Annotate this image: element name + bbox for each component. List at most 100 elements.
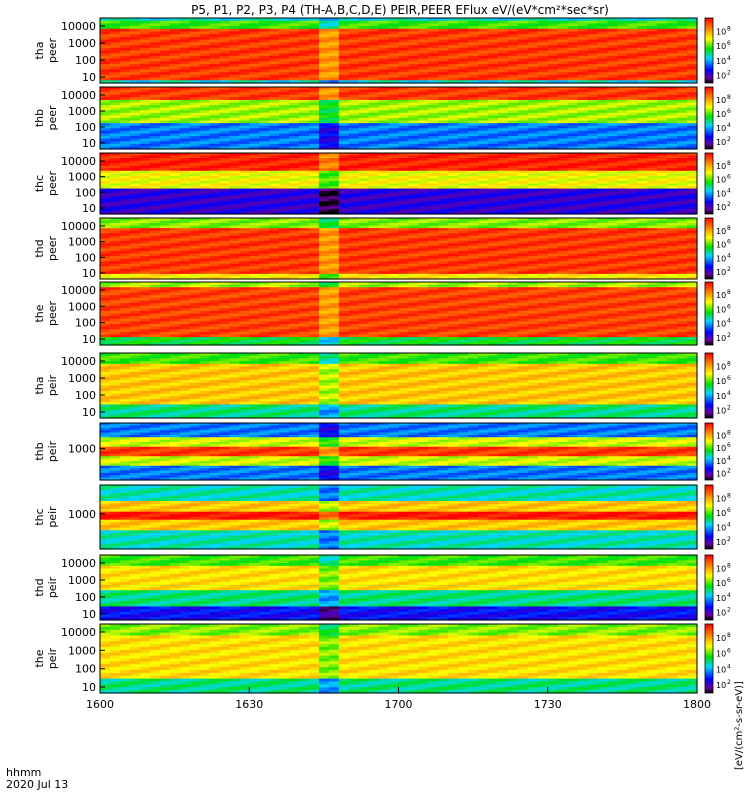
spectrogram-cell	[567, 50, 579, 54]
spectrogram-cell	[408, 55, 419, 60]
spectrogram-cell	[139, 61, 151, 65]
spectrogram-cell	[677, 89, 688, 93]
spectrogram-cell	[627, 97, 638, 101]
spectrogram-cell	[209, 153, 220, 157]
spectrogram-cell	[507, 123, 519, 127]
spectrogram-cell	[189, 120, 201, 124]
spectrogram-cell	[587, 165, 599, 169]
spectrogram-cell	[249, 168, 260, 172]
spectrogram-cell	[448, 146, 459, 150]
spectrogram-cell	[199, 72, 211, 76]
spectrogram-cell	[209, 102, 220, 106]
spectrogram-cell	[478, 47, 489, 52]
spectrogram-cell	[100, 69, 111, 73]
spectrogram-cell	[537, 102, 549, 106]
spectrogram-cell	[567, 163, 579, 167]
spectrogram-cell	[677, 47, 688, 52]
spectrogram-cell	[388, 45, 400, 49]
spectrogram-cell	[368, 26, 380, 30]
spectrogram-cell	[517, 18, 529, 22]
spectrogram-cell	[577, 80, 589, 84]
spectrogram-cell	[478, 80, 489, 84]
spectrogram-cell	[647, 128, 658, 132]
spectrogram-cell	[318, 47, 330, 52]
spectrogram-cell	[657, 18, 668, 22]
spectrogram-cell	[159, 180, 171, 185]
spectrogram-cell	[388, 87, 400, 91]
spectrogram-cell	[398, 165, 410, 169]
spectrogram-cell	[428, 94, 439, 98]
spectrogram-cell	[468, 133, 479, 137]
spectrogram-cell	[169, 158, 181, 162]
spectrogram-cell	[109, 175, 121, 180]
spectrogram-cell	[219, 31, 230, 35]
spectrogram-cell	[468, 115, 479, 119]
spectrogram-cell	[289, 26, 300, 30]
spectrogram-cell	[577, 146, 589, 150]
spectrogram-cell	[249, 173, 260, 177]
spectrogram-cell	[607, 168, 618, 172]
spectrogram-cell	[667, 118, 678, 122]
spectrogram-cell	[617, 61, 628, 65]
spectrogram-cell	[189, 105, 201, 109]
spectrogram-cell	[438, 107, 449, 111]
spectrogram-cell	[378, 28, 390, 33]
spectrogram-cell	[348, 173, 360, 177]
spectrogram-cell	[129, 178, 141, 182]
spectrogram-cell	[458, 160, 469, 164]
spectrogram-cell	[617, 138, 628, 142]
spectrogram-cell	[358, 155, 370, 159]
spectrogram-cell	[308, 130, 320, 135]
spectrogram-cell	[318, 125, 330, 129]
spectrogram-cell	[139, 125, 151, 129]
spectrogram-cell	[468, 130, 479, 135]
spectrogram-cell	[199, 130, 211, 135]
spectrogram-cell	[418, 89, 429, 93]
spectrogram-cell	[677, 110, 688, 114]
spectrogram-cell	[597, 39, 609, 43]
spectrogram-cell	[179, 175, 191, 180]
spectrogram-cell	[209, 138, 220, 142]
spectrogram-cell	[299, 58, 310, 62]
spectrogram-cell	[289, 50, 300, 54]
spectrogram-cell	[428, 170, 439, 174]
spectrogram-cell	[129, 92, 141, 96]
spectrogram-cell	[308, 34, 320, 38]
spectrogram-cell	[279, 173, 290, 177]
spectrogram-cell	[289, 115, 300, 119]
spectrogram-cell	[308, 61, 320, 65]
spectrogram-cell	[418, 153, 429, 157]
spectrogram-cell	[408, 34, 419, 38]
spectrogram-cell	[647, 110, 658, 114]
spectrogram-cell	[249, 74, 260, 79]
spectrogram-cell	[468, 168, 479, 172]
spectrogram-cell	[488, 133, 499, 137]
spectrogram-cell	[199, 146, 211, 150]
spectrogram-cell	[438, 31, 449, 35]
spectrogram-cell	[269, 155, 280, 159]
spectrogram-cell	[527, 45, 539, 49]
spectrogram-cell	[109, 61, 121, 65]
spectrogram-cell	[189, 89, 201, 93]
spectrogram-cell	[438, 110, 449, 114]
spectrogram-cell	[537, 50, 549, 54]
spectrogram-cell	[587, 87, 599, 91]
spectrogram-cell	[109, 143, 121, 148]
spectrogram-cell	[577, 74, 589, 79]
spectrogram-cell	[388, 170, 400, 174]
spectrogram-cell	[299, 20, 310, 25]
spectrogram-cell	[109, 146, 121, 150]
spectrogram-cell	[209, 26, 220, 30]
spectrogram-cell	[537, 42, 549, 46]
spectrogram-cell	[627, 50, 638, 54]
spectrogram-cell	[537, 141, 549, 145]
spectrogram-cell	[607, 26, 618, 30]
spectrogram-cell	[577, 26, 589, 30]
spectrogram-cell	[468, 77, 479, 81]
spectrogram-cell	[139, 45, 151, 49]
spectrogram-cell	[537, 53, 549, 57]
spectrogram-cell	[458, 80, 469, 84]
spectrogram-cell	[428, 153, 439, 157]
spectrogram-cell	[607, 61, 618, 65]
spectrogram-cell	[338, 133, 350, 137]
